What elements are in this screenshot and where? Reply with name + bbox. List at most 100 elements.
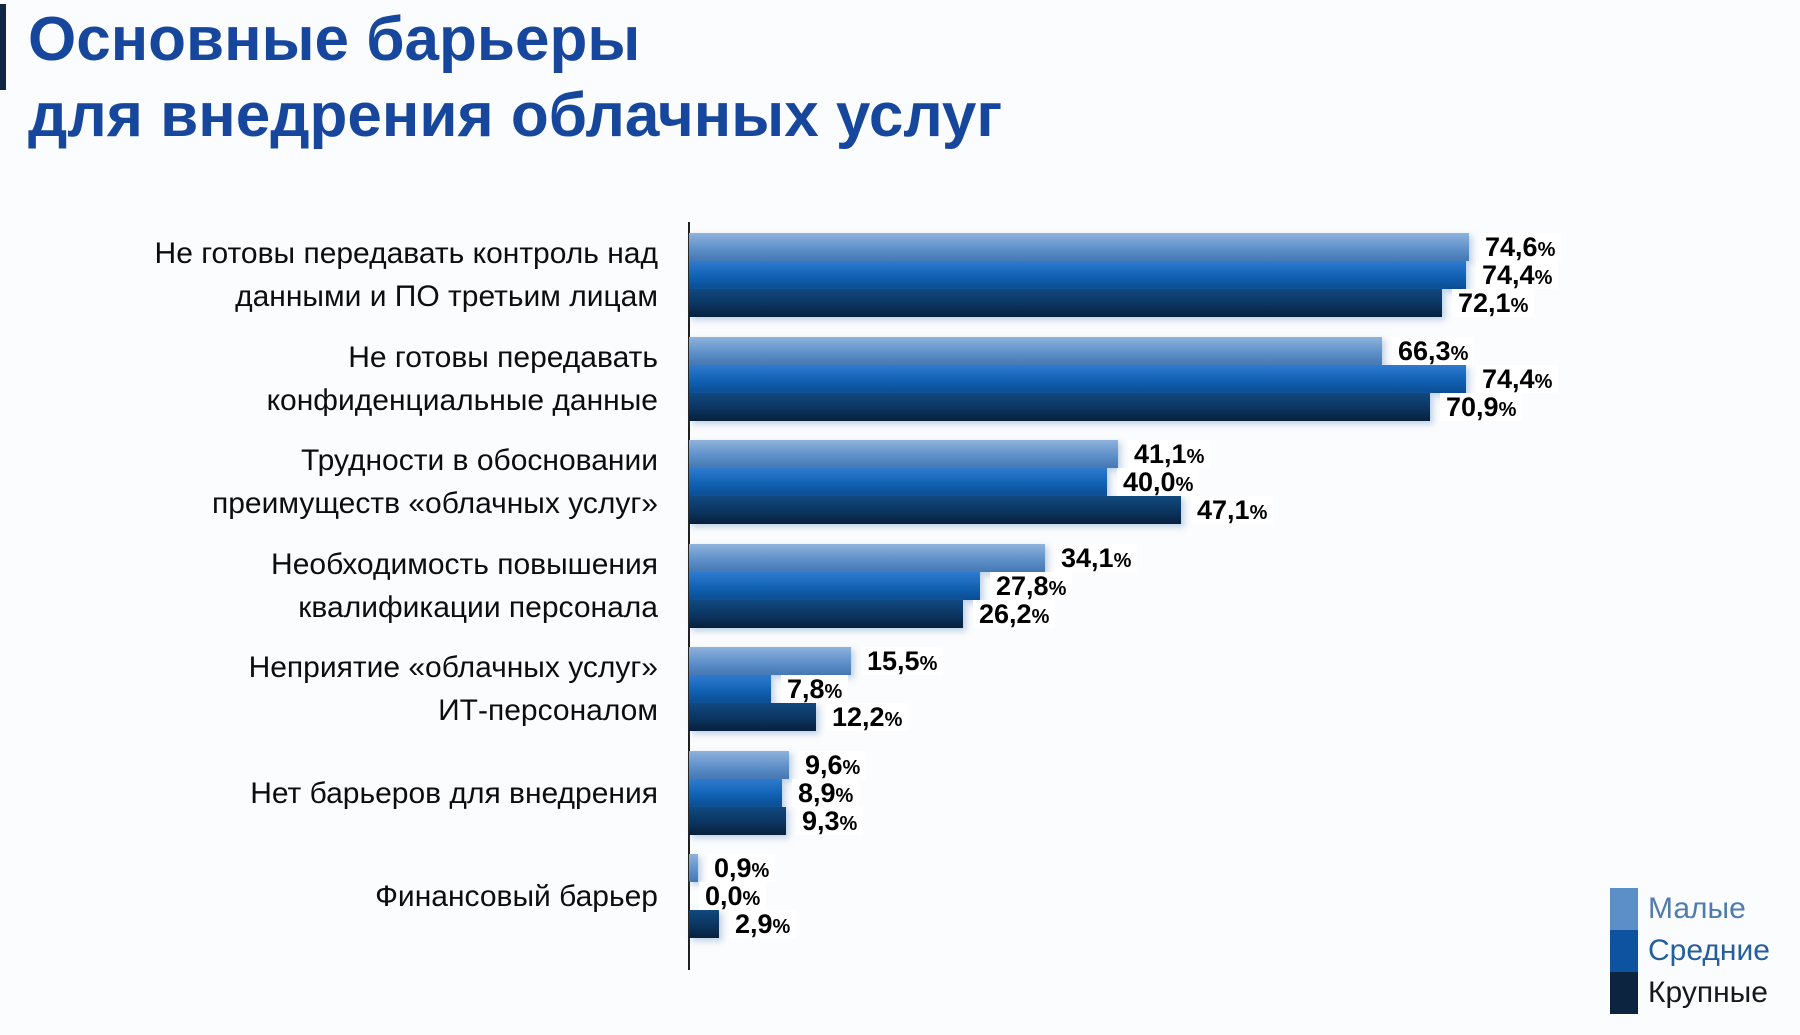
category-label-line: Финансовый барьер — [375, 879, 658, 913]
bar-group: Необходимость повышения квалификации перс… — [0, 543, 1800, 629]
percent-sign: % — [919, 653, 938, 675]
category-label: Неприятие «облачных услуг» ИТ-персоналом — [70, 647, 658, 731]
percent-sign: % — [1498, 399, 1517, 421]
bar-group: Трудности в обосновании преимуществ «обла… — [0, 439, 1800, 525]
percent-sign: % — [835, 785, 854, 807]
value-number: 26,2 — [979, 599, 1032, 629]
value-label: 72,1% — [1452, 288, 1535, 318]
percent-sign: % — [1113, 550, 1132, 572]
value-number: 8,9 — [798, 778, 836, 808]
value-number: 2,9 — [735, 909, 773, 939]
bar-group: Финансовый барьер 0,9% 0,0% 2,9% — [0, 853, 1800, 939]
bar-Крупные — [689, 496, 1181, 524]
title-accent-bar — [0, 4, 6, 90]
bar-Крупные — [689, 393, 1430, 421]
value-label: 7,8% — [781, 674, 849, 704]
bar-Средние — [689, 779, 782, 807]
value-number: 66,3 — [1398, 336, 1451, 366]
category-label-line: Трудности в обосновании — [300, 444, 658, 477]
category-label: Финансовый барьер — [70, 854, 658, 938]
bar-Малые — [689, 647, 851, 675]
bar-Крупные — [689, 703, 816, 731]
legend-label-medium: Средние — [1648, 934, 1770, 967]
percent-sign: % — [1186, 446, 1205, 468]
legend-swatch-medium — [1610, 930, 1638, 972]
value-label: 9,6% — [799, 751, 867, 780]
bar-group: Нет барьеров для внедрения 9,6% 8,9% 9,3% — [0, 751, 1800, 836]
bar-Малые — [689, 751, 789, 779]
bar-Средние — [689, 675, 771, 703]
percent-sign: % — [1450, 343, 1469, 365]
category-label-line: конфиденциальные данные — [266, 384, 658, 417]
category-label-line: квалификации персонала — [298, 591, 658, 624]
chart-title-line-1: Основные барьеры — [28, 5, 641, 74]
value-number: 70,9 — [1446, 392, 1499, 422]
value-number: 15,5 — [867, 646, 920, 676]
value-label: 70,9% — [1440, 392, 1523, 422]
percent-sign: % — [1031, 606, 1050, 628]
legend: Малые Средние Крупные — [1610, 888, 1770, 1014]
value-number: 0,9 — [714, 853, 752, 883]
percent-sign: % — [824, 681, 843, 703]
value-label: 27,8% — [990, 572, 1073, 601]
legend-swatch-small — [1610, 888, 1638, 930]
category-label-line: преимуществ «облачных услуг» — [211, 487, 658, 520]
category-label: Не готовы передавать контроль над данными… — [70, 233, 658, 317]
value-label: 47,1% — [1191, 495, 1274, 525]
percent-sign: % — [1510, 295, 1529, 317]
percent-sign: % — [1534, 371, 1553, 393]
value-label: 15,5% — [861, 646, 944, 676]
percent-sign: % — [751, 860, 770, 882]
percent-sign: % — [1249, 502, 1268, 524]
value-label: 2,9% — [729, 909, 797, 939]
bar-Малые — [689, 337, 1382, 365]
value-number: 40,0 — [1123, 467, 1176, 497]
bar-Средние — [689, 572, 980, 600]
category-label: Трудности в обосновании преимуществ «обла… — [70, 440, 658, 524]
value-label: 0,0% — [699, 882, 767, 911]
bar-group: Не готовы передавать контроль над данными… — [0, 232, 1800, 318]
legend-swatch-column — [1610, 888, 1638, 1014]
percent-sign: % — [884, 709, 903, 731]
percent-sign: % — [1175, 474, 1194, 496]
bar-Малые — [689, 233, 1469, 261]
value-number: 72,1 — [1458, 288, 1511, 318]
bar-Средние — [689, 468, 1107, 496]
value-label: 74,4% — [1476, 260, 1559, 290]
value-number: 34,1 — [1061, 543, 1114, 573]
category-label-line: Не готовы передавать контроль над — [154, 237, 658, 270]
bar-Крупные — [689, 600, 963, 628]
category-label-line: Неприятие «облачных услуг» — [248, 651, 658, 684]
category-label-line: Необходимость повышения — [271, 548, 658, 581]
legend-labels: Малые Средние Крупные — [1648, 888, 1770, 1014]
value-number: 41,1 — [1134, 439, 1187, 469]
legend-label-small: Малые — [1648, 892, 1746, 925]
value-number: 74,6 — [1485, 232, 1538, 262]
category-label: Не готовы передавать конфиденциальные дан… — [70, 337, 658, 421]
value-label: 41,1% — [1128, 439, 1211, 469]
value-number: 12,2 — [832, 702, 885, 732]
category-label: Необходимость повышения квалификации перс… — [70, 544, 658, 628]
value-number: 74,4 — [1482, 364, 1535, 394]
bar-Средние — [689, 365, 1466, 393]
percent-sign: % — [742, 888, 761, 910]
value-label: 40,0% — [1117, 467, 1200, 497]
value-number: 9,3 — [802, 806, 840, 836]
bar-Крупные — [689, 807, 786, 835]
category-label-line: данными и ПО третьим лицам — [235, 280, 658, 313]
chart-title: Основные барьеры для внедрения облачных у… — [28, 2, 1002, 154]
value-label: 0,9% — [708, 853, 776, 883]
value-number: 47,1 — [1197, 495, 1250, 525]
value-number: 74,4 — [1482, 260, 1535, 290]
value-label: 8,9% — [792, 778, 860, 808]
bar-Малые — [689, 544, 1045, 572]
value-label: 74,6% — [1479, 232, 1562, 262]
percent-sign: % — [1534, 267, 1553, 289]
category-label: Нет барьеров для внедрения — [70, 751, 658, 835]
value-number: 7,8 — [787, 674, 825, 704]
bar-group: Не готовы передавать конфиденциальные дан… — [0, 336, 1800, 422]
legend-label-large: Крупные — [1648, 976, 1768, 1009]
bar-group: Неприятие «облачных услуг» ИТ-персоналом 1… — [0, 646, 1800, 732]
